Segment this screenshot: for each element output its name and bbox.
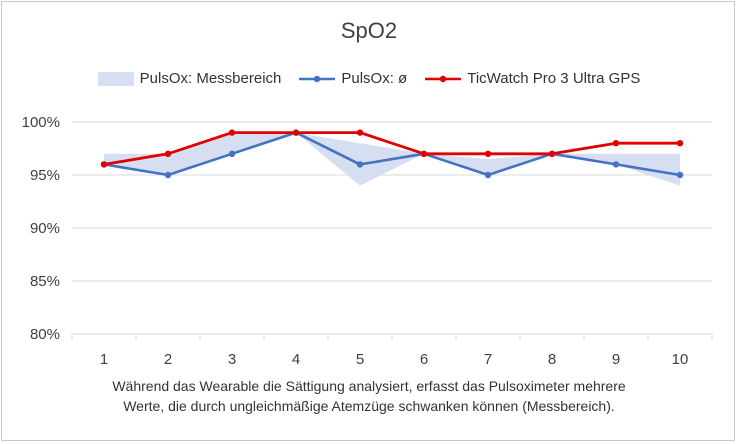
legend-item-avg: PulsOx: ø [299, 70, 407, 87]
x-tick-label: 10 [672, 351, 689, 368]
series-1-point [164, 150, 172, 157]
x-tick-label: 5 [356, 351, 364, 368]
series-0-point [612, 161, 620, 168]
series-1-point [676, 140, 684, 147]
x-tick-label: 3 [228, 351, 236, 368]
legend-label-watch: TicWatch Pro 3 Ultra GPS [467, 70, 641, 87]
x-tick-label: 1 [100, 351, 108, 368]
legend-label-range: PulsOx: Messbereich [139, 70, 282, 87]
series-1-point [548, 150, 556, 157]
caption-line-1: Während das Wearable die Sättigung analy… [112, 378, 626, 394]
x-tick-label: 2 [164, 351, 172, 368]
y-tick-label: 95% [30, 167, 60, 184]
legend-swatch-watch [425, 75, 462, 82]
chart-title: SpO2 [340, 18, 398, 43]
x-tick-label: 4 [292, 351, 300, 368]
series-0-point [676, 171, 684, 179]
series-0-point [484, 171, 492, 179]
y-tick-label: 90% [30, 220, 60, 237]
series-0-point [356, 161, 364, 168]
series-1-point [292, 129, 300, 136]
y-tick-label: 100% [22, 114, 60, 131]
series-0-point [228, 150, 236, 157]
y-tick-label: 85% [30, 273, 60, 290]
series-1-point [356, 129, 364, 136]
caption-line-2: Werte, die durch ungleichmäßige Atemzüge… [123, 398, 615, 414]
chart-legend: PulsOx: Messbereich PulsOx: ø TicWatch P… [0, 70, 738, 87]
x-tick-label: 7 [484, 351, 492, 368]
series-1-point [420, 150, 428, 157]
legend-item-watch: TicWatch Pro 3 Ultra GPS [425, 70, 640, 87]
series-line-0 [103, 131, 681, 177]
y-tick-label: 80% [30, 326, 60, 343]
series-0-point [164, 171, 172, 179]
series-1-point [612, 140, 620, 147]
legend-swatch-range [97, 71, 134, 86]
series-line-1 [103, 131, 680, 166]
series-1-point [484, 150, 492, 157]
x-tick-label: 6 [420, 351, 428, 368]
x-tick-label: 8 [548, 351, 556, 368]
legend-label-avg: PulsOx: ø [341, 70, 408, 87]
series-1-point [100, 161, 108, 168]
legend-item-range: PulsOx: Messbereich [97, 70, 282, 87]
chart-caption: Während das Wearable die Sättigung analy… [0, 376, 738, 416]
x-tick-label: 9 [612, 351, 620, 368]
legend-swatch-avg [299, 75, 336, 82]
series-1-point [228, 129, 236, 136]
